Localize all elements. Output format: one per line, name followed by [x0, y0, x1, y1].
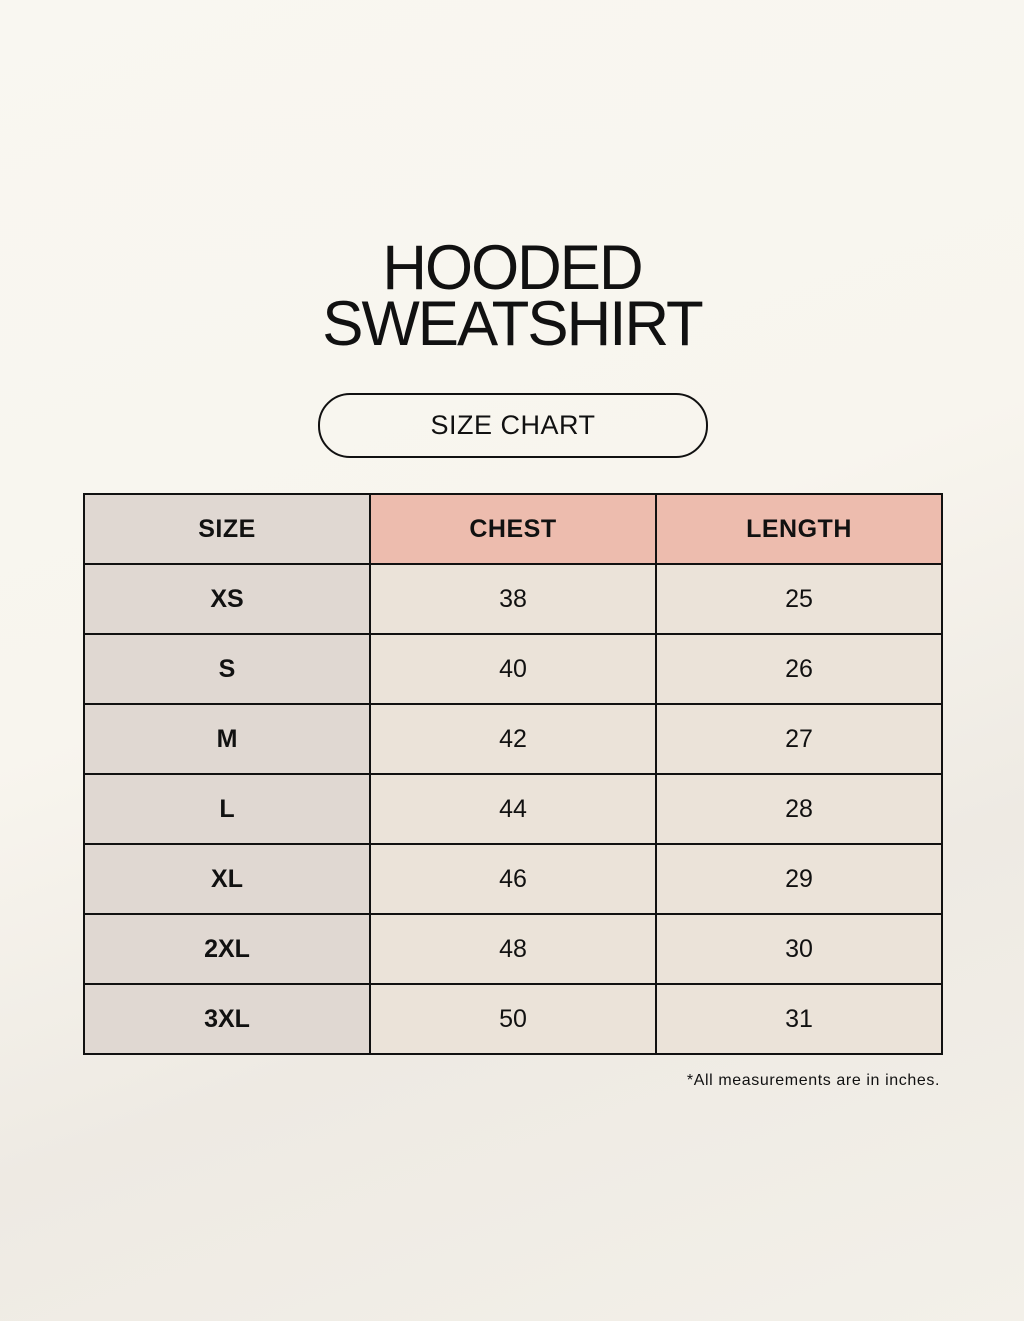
table-row: XS 38 25: [83, 563, 943, 635]
chest-cell: 38: [369, 563, 657, 635]
title-line-1: HOODED: [382, 233, 643, 303]
table-row: 2XL 48 30: [83, 913, 943, 985]
title-line-2: SWEATSHIRT: [322, 289, 703, 359]
length-cell: 29: [655, 843, 943, 915]
table-row: M 42 27: [83, 703, 943, 775]
size-cell: XS: [83, 563, 371, 635]
size-cell: 3XL: [83, 983, 371, 1055]
table-row: 3XL 50 31: [83, 983, 943, 1055]
table-header-row: SIZE CHEST LENGTH: [83, 493, 943, 565]
header-chest: CHEST: [369, 493, 657, 565]
size-cell: S: [83, 633, 371, 705]
chest-cell: 42: [369, 703, 657, 775]
header-length: LENGTH: [655, 493, 943, 565]
size-cell: M: [83, 703, 371, 775]
length-cell: 25: [655, 563, 943, 635]
length-cell: 31: [655, 983, 943, 1055]
chest-cell: 40: [369, 633, 657, 705]
length-cell: 26: [655, 633, 943, 705]
size-chart-label: SIZE CHART: [318, 393, 708, 458]
size-cell: L: [83, 773, 371, 845]
chest-cell: 46: [369, 843, 657, 915]
table-row: S 40 26: [83, 633, 943, 705]
measurement-note: *All measurements are in inches.: [686, 1072, 940, 1089]
table-row: L 44 28: [83, 773, 943, 845]
chest-cell: 44: [369, 773, 657, 845]
table-row: XL 46 29: [83, 843, 943, 915]
size-table: SIZE CHEST LENGTH XS 38 25 S 40 26 M 42 27 L 44 28 X…: [83, 493, 943, 1055]
length-cell: 27: [655, 703, 943, 775]
chest-cell: 50: [369, 983, 657, 1055]
page-title: HOODED SWEATSHIRT: [0, 233, 1024, 359]
length-cell: 30: [655, 913, 943, 985]
length-cell: 28: [655, 773, 943, 845]
size-cell: 2XL: [83, 913, 371, 985]
chest-cell: 48: [369, 913, 657, 985]
size-cell: XL: [83, 843, 371, 915]
header-size: SIZE: [83, 493, 371, 565]
